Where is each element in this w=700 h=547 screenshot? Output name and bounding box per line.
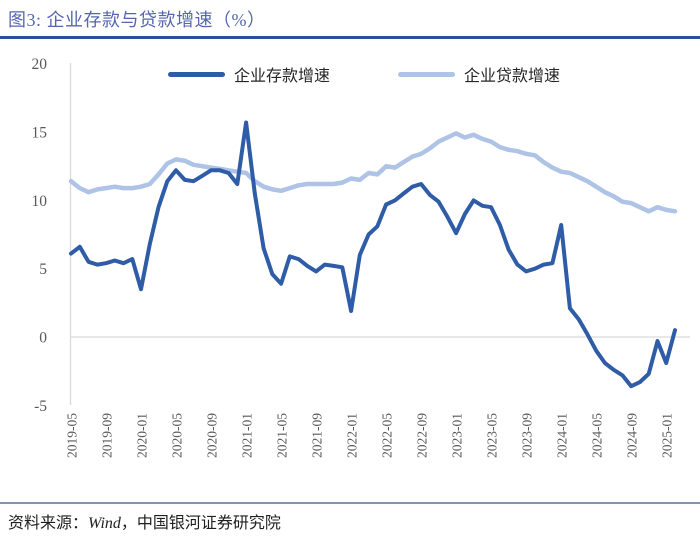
legend: 企业存款增速 企业贷款增速 xyxy=(0,64,700,85)
y-tick-label: 0 xyxy=(39,330,47,347)
deposit-line-swatch xyxy=(168,71,225,77)
legend-item-loan: 企业贷款增速 xyxy=(398,64,561,85)
y-tick-label: 10 xyxy=(32,193,48,210)
x-tick-label: 2024-05 xyxy=(590,413,605,458)
legend-item-deposit: 企业存款增速 xyxy=(168,64,331,85)
y-axis-tick-labels: 20 15 10 5 0 -5 xyxy=(32,56,48,415)
x-tick-label: 2022-09 xyxy=(415,413,430,458)
x-tick-label: 2023-09 xyxy=(520,413,535,458)
x-tick-label: 2023-01 xyxy=(450,413,465,458)
x-tick-label: 2021-09 xyxy=(310,413,325,458)
loan-line-swatch xyxy=(398,71,455,77)
source-prefix: 资料来源： xyxy=(8,515,89,532)
y-tick-label: 20 xyxy=(32,56,48,73)
source-rest: ，中国银河证券研究院 xyxy=(120,515,281,532)
series-line-企业贷款增速 xyxy=(68,131,678,214)
x-tick-label: 2020-09 xyxy=(205,413,220,458)
x-tick-label: 2021-05 xyxy=(275,413,290,458)
legend-label-deposit: 企业存款增速 xyxy=(234,68,331,85)
x-axis-tick-labels: 2019-05 2019-09 2020-01 2020-05 2020-09 2021-… xyxy=(65,413,675,458)
x-tick-label: 2019-05 xyxy=(65,413,80,458)
series-line-企业存款增速 xyxy=(69,120,677,389)
x-tick-label: 2020-01 xyxy=(135,413,150,458)
x-tick-label: 2019-09 xyxy=(100,413,115,458)
data-series-lines xyxy=(68,120,678,389)
chart-title: 图3: 企业存款与贷款增速（%） xyxy=(8,10,266,30)
y-tick-label: 15 xyxy=(32,125,48,142)
y-tick-label: -5 xyxy=(34,398,47,415)
x-tick-label: 2024-01 xyxy=(555,413,570,458)
x-tick-label: 2022-01 xyxy=(345,413,360,458)
x-tick-label: 2021-01 xyxy=(240,413,255,458)
source-divider-rule xyxy=(0,502,700,504)
x-tick-label: 2024-09 xyxy=(625,413,640,458)
x-tick-label: 2023-05 xyxy=(485,413,500,458)
y-tick-label: 5 xyxy=(39,261,47,278)
title-underline-rule xyxy=(0,36,700,39)
legend-label-loan: 企业贷款增速 xyxy=(464,68,561,85)
source-note: 资料来源：Wind，中国银河证券研究院 xyxy=(8,509,281,533)
source-wind: Wind xyxy=(88,515,121,532)
x-tick-label: 2022-05 xyxy=(380,413,395,458)
x-tick-label: 2025-01 xyxy=(660,413,675,458)
x-tick-label: 2020-05 xyxy=(170,413,185,458)
